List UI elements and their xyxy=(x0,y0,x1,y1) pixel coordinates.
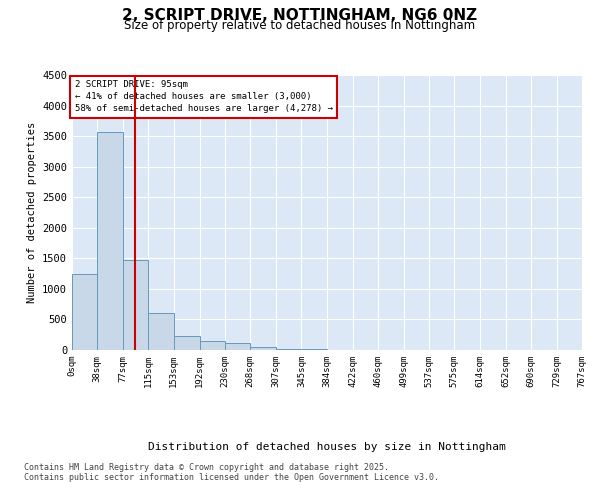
Bar xyxy=(276,349,301,350)
Bar xyxy=(72,274,97,350)
Text: Distribution of detached houses by size in Nottingham: Distribution of detached houses by size … xyxy=(148,442,506,452)
Bar xyxy=(123,260,148,350)
Bar xyxy=(200,340,225,350)
Text: 2, SCRIPT DRIVE, NOTTINGHAM, NG6 0NZ: 2, SCRIPT DRIVE, NOTTINGHAM, NG6 0NZ xyxy=(122,8,478,22)
Text: Contains HM Land Registry data © Crown copyright and database right 2025.: Contains HM Land Registry data © Crown c… xyxy=(24,462,389,471)
Y-axis label: Number of detached properties: Number of detached properties xyxy=(26,122,37,303)
Text: 2 SCRIPT DRIVE: 95sqm
← 41% of detached houses are smaller (3,000)
58% of semi-d: 2 SCRIPT DRIVE: 95sqm ← 41% of detached … xyxy=(74,80,332,113)
Text: Contains public sector information licensed under the Open Government Licence v3: Contains public sector information licen… xyxy=(24,472,439,482)
Bar xyxy=(174,336,200,350)
Bar xyxy=(148,314,174,350)
Bar xyxy=(97,132,123,350)
Bar xyxy=(225,342,250,350)
Text: Size of property relative to detached houses in Nottingham: Size of property relative to detached ho… xyxy=(124,18,476,32)
Bar xyxy=(250,347,276,350)
